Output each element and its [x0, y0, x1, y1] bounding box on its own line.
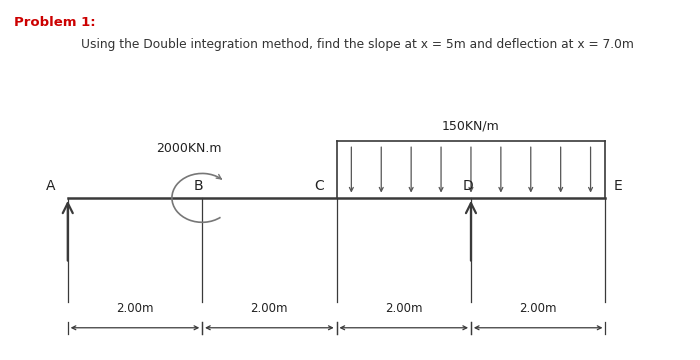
Text: C: C [315, 179, 325, 193]
Text: 2.00m: 2.00m [385, 302, 423, 315]
Text: D: D [462, 179, 473, 193]
Text: 150KN/m: 150KN/m [442, 119, 500, 132]
Text: 2000KN.m: 2000KN.m [157, 142, 222, 155]
Text: Problem 1:: Problem 1: [14, 16, 96, 29]
Text: 2.00m: 2.00m [116, 302, 154, 315]
Text: B: B [194, 179, 204, 193]
Text: 2.00m: 2.00m [519, 302, 557, 315]
Text: 2.00m: 2.00m [251, 302, 288, 315]
Text: E: E [613, 179, 622, 193]
Text: A: A [46, 179, 56, 193]
Text: Using the Double integration method, find the slope at x = 5m and deflection at : Using the Double integration method, fin… [81, 38, 634, 51]
